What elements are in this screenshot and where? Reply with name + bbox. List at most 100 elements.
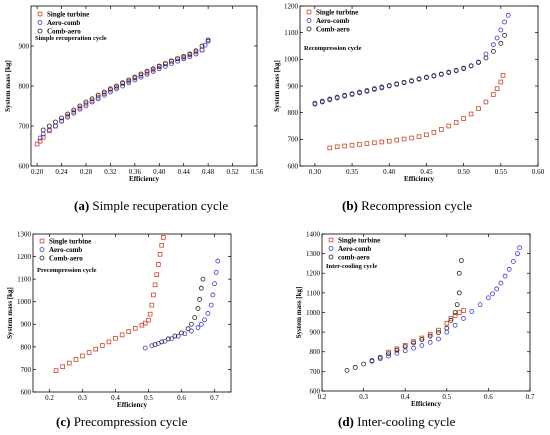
- caption-c-letter: (c): [56, 414, 71, 429]
- data-point: [419, 343, 425, 348]
- data-point: [77, 106, 83, 112]
- data-point: [197, 297, 203, 302]
- x-tick-label: 0.52: [226, 168, 239, 176]
- data-point: [357, 89, 362, 95]
- data-point: [369, 358, 375, 363]
- data-point: [371, 86, 377, 92]
- x-tick-label: 0.20: [31, 168, 44, 176]
- data-point: [181, 54, 187, 59]
- data-point: [205, 311, 211, 316]
- data-point: [175, 58, 180, 64]
- data-point: [436, 336, 441, 342]
- data-point: [144, 70, 150, 76]
- series-comb-aero: [40, 37, 211, 133]
- legend-label: Single turbine: [338, 236, 380, 244]
- data-point: [517, 245, 522, 251]
- data-point: [152, 282, 158, 288]
- data-point: [483, 99, 489, 105]
- data-point: [215, 258, 221, 264]
- data-point: [172, 333, 178, 339]
- data-point: [157, 252, 163, 257]
- data-point: [319, 98, 325, 104]
- data-point: [448, 317, 454, 323]
- data-point: [65, 114, 71, 120]
- data-point: [200, 276, 206, 282]
- x-tick-label: 0.45: [420, 168, 433, 176]
- series-aero-comb: [142, 258, 221, 351]
- y-axis-label: System mass [kg]: [4, 60, 12, 112]
- data-point: [34, 141, 40, 147]
- data-point: [212, 281, 217, 287]
- caption-d: (d) Inter-cooling cycle: [338, 414, 455, 430]
- data-point: [165, 336, 171, 342]
- data-point: [95, 92, 101, 98]
- data-point: [419, 337, 425, 342]
- data-point: [416, 134, 422, 139]
- series-comb-aero: [152, 276, 206, 348]
- data-point: [439, 127, 444, 132]
- series-comb-aero: [344, 258, 464, 373]
- panel-annotation: Inter-cooling cycle: [326, 263, 377, 270]
- data-point: [427, 333, 433, 339]
- chart-panel-1: 0.20 0.24 0.28 0.32 0.36 0.40 0.44 0.48 0.52 0.56…: [4, 5, 264, 183]
- data-point: [83, 99, 89, 105]
- y-tick-label: 600: [21, 388, 32, 396]
- data-point: [515, 251, 520, 257]
- series-aero-comb: [369, 245, 522, 364]
- panel-annotation: Simple recuperation cycle: [35, 35, 107, 42]
- x-axis-label: Efficiency: [411, 400, 441, 408]
- data-point: [83, 101, 89, 107]
- data-point: [169, 336, 175, 342]
- data-point: [138, 71, 144, 77]
- y-axis-label: System mass [kg]: [295, 287, 303, 339]
- series-single-turbine: [53, 235, 166, 373]
- y-tick-label: 700: [288, 136, 299, 144]
- data-point: [477, 302, 483, 308]
- y-tick-label: 1100: [17, 276, 31, 284]
- data-point: [490, 291, 495, 297]
- x-tick-label: 0.40: [153, 168, 166, 176]
- y-tick-label: 900: [21, 321, 32, 329]
- data-point: [334, 144, 340, 150]
- data-point: [161, 235, 166, 240]
- data-point: [67, 360, 72, 366]
- data-point: [334, 94, 340, 100]
- y-tick-label: 600: [288, 162, 299, 170]
- data-point: [394, 347, 400, 353]
- data-point: [169, 61, 174, 66]
- data-point: [193, 48, 199, 54]
- caption-d-letter: (d): [338, 414, 354, 429]
- data-point: [154, 272, 160, 277]
- legend-label: Aero-comb: [47, 19, 80, 27]
- data-point: [152, 342, 158, 348]
- data-point: [71, 107, 77, 113]
- caption-b-letter: (b): [342, 198, 358, 213]
- data-point: [156, 262, 161, 267]
- data-point: [144, 68, 150, 74]
- x-tick-label: 0.30: [309, 168, 322, 176]
- legend-marker: [306, 18, 312, 23]
- legend-label: Single turbine: [49, 237, 91, 245]
- x-tick-label: 0.35: [346, 168, 359, 176]
- data-point: [510, 259, 516, 264]
- legend-marker: [39, 247, 45, 252]
- y-tick-label: 1000: [306, 309, 321, 317]
- data-point: [361, 361, 367, 367]
- x-tick-label: 0.32: [104, 168, 117, 176]
- data-point: [431, 73, 437, 78]
- data-point: [498, 280, 504, 286]
- x-tick-label: 0.44: [178, 168, 191, 176]
- legend-label: Aero-comb: [49, 246, 82, 254]
- x-tick-label: 0.36: [129, 168, 142, 176]
- data-point: [150, 69, 156, 74]
- data-point: [352, 365, 358, 370]
- x-tick-label: 0.4: [111, 394, 120, 402]
- data-point: [159, 339, 165, 345]
- data-point: [162, 338, 168, 344]
- data-point: [461, 65, 467, 71]
- data-point: [53, 119, 58, 125]
- data-point: [185, 326, 191, 332]
- y-tick-label: 800: [21, 343, 32, 351]
- y-tick-label: 1200: [284, 2, 299, 10]
